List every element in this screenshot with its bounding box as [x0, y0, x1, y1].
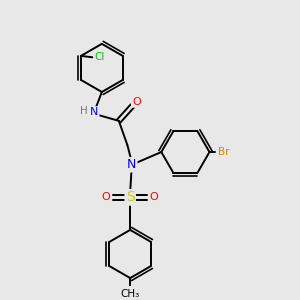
Text: CH₃: CH₃: [121, 289, 140, 298]
Text: Br: Br: [218, 147, 230, 157]
Text: S: S: [126, 190, 135, 204]
Text: N: N: [127, 158, 136, 171]
Text: O: O: [102, 192, 110, 202]
Text: Cl: Cl: [95, 52, 105, 62]
Text: N: N: [90, 107, 98, 117]
Text: H: H: [80, 106, 87, 116]
Text: O: O: [132, 97, 141, 106]
Text: O: O: [150, 192, 159, 202]
